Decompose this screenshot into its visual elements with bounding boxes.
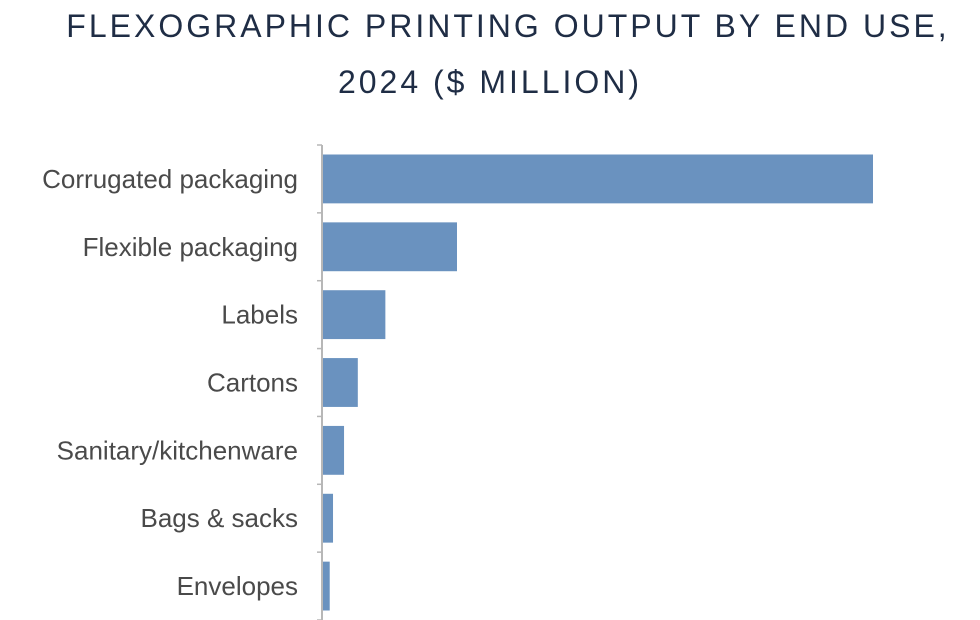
bar-cartons xyxy=(323,358,358,407)
category-label-corrugated-packaging: Corrugated packaging xyxy=(42,164,298,194)
bar-bags-sacks xyxy=(323,493,334,543)
category-label-envelopes: Envelopes xyxy=(177,571,298,601)
category-label-cartons: Cartons xyxy=(207,368,298,398)
bar-corrugated-packaging xyxy=(323,154,873,204)
category-label-sanitary-kitchenware: Sanitary/kitchenware xyxy=(57,435,298,465)
bar-envelopes xyxy=(323,561,330,611)
chart-title-line-2: 2024 ($ MILLION) xyxy=(337,64,643,100)
chart-title-line-1: FLEXOGRAPHIC PRINTING OUTPUT BY END USE, xyxy=(66,8,950,44)
bar-sanitary-kitchenware xyxy=(323,425,345,475)
bar-labels xyxy=(323,290,386,340)
category-label-flexible-packaging: Flexible packaging xyxy=(83,232,298,262)
category-label-bags-sacks: Bags & sacks xyxy=(140,503,298,533)
bar-flexible-packaging xyxy=(323,222,457,272)
category-label-labels: Labels xyxy=(221,300,298,330)
